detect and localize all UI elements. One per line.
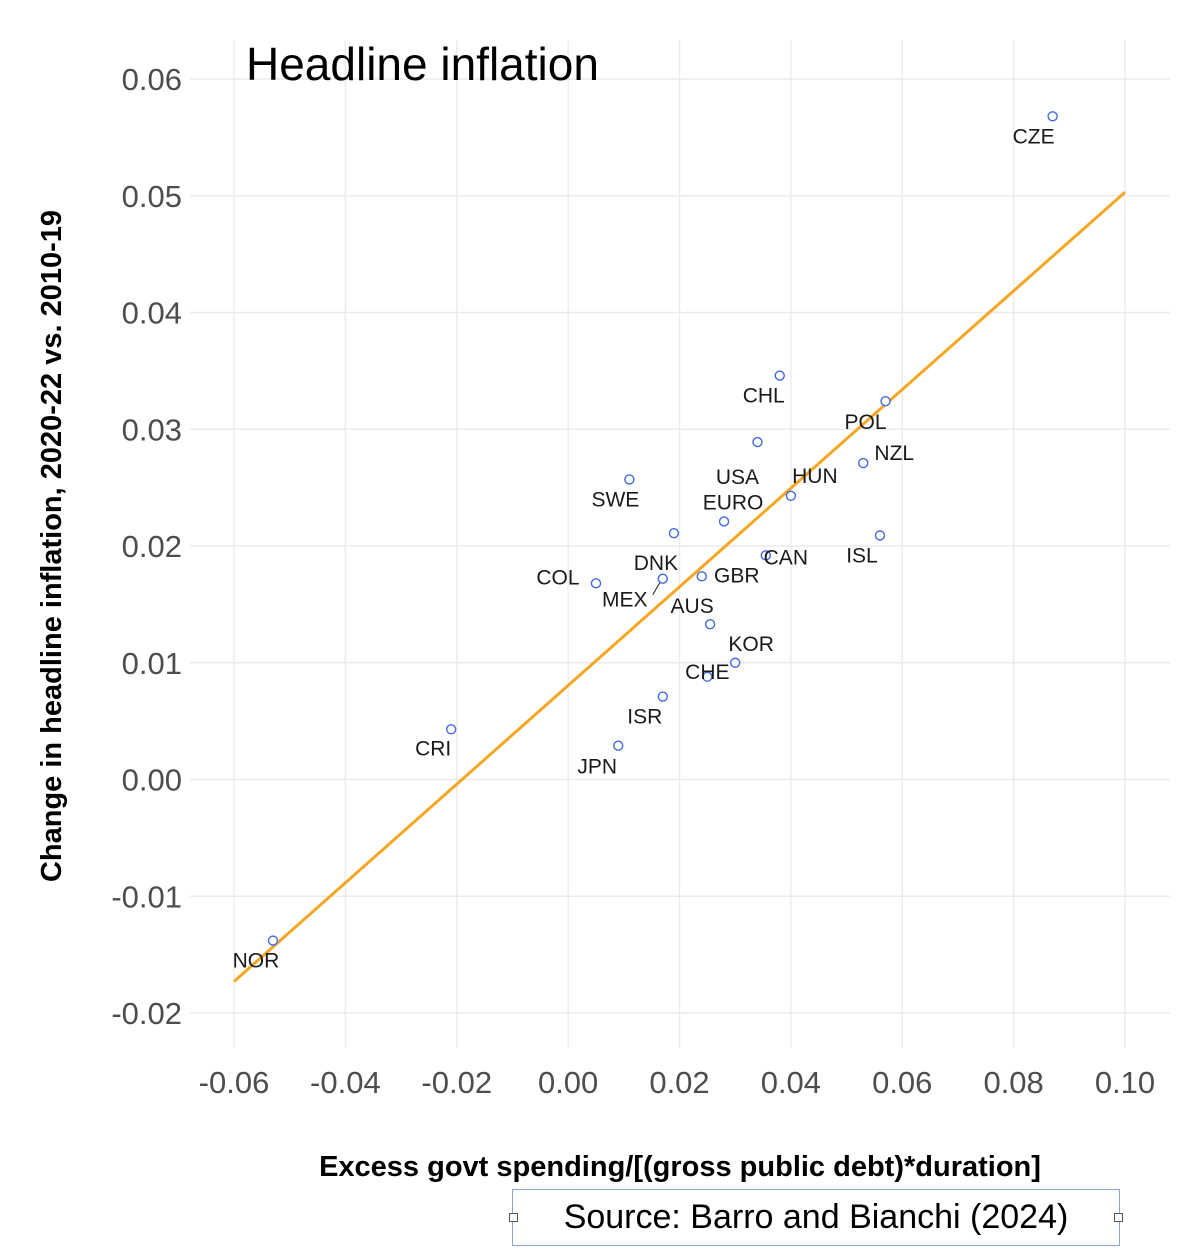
x-tick-label: 0.04 xyxy=(761,1065,821,1100)
y-tick-label: -0.02 xyxy=(111,996,182,1031)
label-aus: AUS xyxy=(671,595,714,618)
y-tick-label: 0.05 xyxy=(122,179,182,214)
label-nor: NOR xyxy=(233,950,280,973)
label-isr: ISR xyxy=(627,706,662,729)
point-cri xyxy=(445,724,457,735)
chart-title: Headline inflation xyxy=(246,38,599,90)
point-che xyxy=(702,671,713,682)
point-isr xyxy=(657,691,668,702)
point-isl xyxy=(874,530,886,541)
point-pol xyxy=(880,396,891,407)
label-col: COL xyxy=(536,566,579,589)
point-nor xyxy=(267,935,279,946)
y-tick-label: 0.01 xyxy=(122,646,182,681)
label-che: CHE xyxy=(685,661,729,684)
point-usa xyxy=(752,436,763,448)
source-text: Source: Barro and Bianchi (2024) xyxy=(563,1198,1069,1236)
label-chl: CHL xyxy=(743,385,785,408)
regression-line xyxy=(233,191,1126,983)
y-tick-label: 0.00 xyxy=(122,763,182,798)
label-mex: MEX xyxy=(602,589,648,612)
resize-handle-right[interactable] xyxy=(1114,1213,1123,1222)
source-note: Source: Barro and Bianchi (2024) xyxy=(509,1189,1123,1246)
x-tick-label: 0.00 xyxy=(538,1065,598,1100)
label-isl: ISL xyxy=(846,544,878,567)
y-tick-label: 0.06 xyxy=(122,62,182,97)
label-dnk: DNK xyxy=(634,552,678,575)
x-tick-label: 0.06 xyxy=(872,1065,932,1100)
label-hun: HUN xyxy=(792,465,838,488)
point-nzl xyxy=(858,457,869,469)
label-usa: USA xyxy=(716,466,759,489)
point-jpn xyxy=(613,740,624,751)
point-chl xyxy=(774,370,785,381)
label-leaders xyxy=(652,582,661,595)
label-pol: POL xyxy=(845,411,887,434)
label-jpn: JPN xyxy=(577,756,617,779)
point-hun xyxy=(785,490,797,501)
point-swe xyxy=(624,474,635,485)
point-can xyxy=(760,550,772,561)
label-can: CAN xyxy=(764,546,808,569)
point-col xyxy=(590,578,602,589)
x-tick-label: 0.10 xyxy=(1095,1065,1155,1100)
y-tick-label: 0.03 xyxy=(122,412,182,447)
label-gbr: GBR xyxy=(714,564,760,587)
y-tick-label: -0.01 xyxy=(111,879,182,914)
y-axis-title: Change in headline inflation, 2020-22 vs… xyxy=(36,210,68,882)
point-euro xyxy=(718,516,730,527)
label-euro: EURO xyxy=(703,491,764,514)
label-cze: CZE xyxy=(1013,125,1055,148)
point-gbr xyxy=(696,571,707,582)
label-kor: KOR xyxy=(728,633,774,656)
point-aus xyxy=(704,619,716,630)
label-cri: CRI xyxy=(415,737,451,760)
resize-handle-left[interactable] xyxy=(509,1213,518,1222)
y-tick-label: 0.02 xyxy=(122,529,182,564)
y-tick-label: 0.04 xyxy=(122,296,182,331)
x-tick-label: -0.02 xyxy=(421,1065,492,1100)
data-points xyxy=(267,111,1058,946)
x-tick-label: 0.02 xyxy=(649,1065,709,1100)
grid xyxy=(190,40,1170,1048)
point-cze xyxy=(1047,111,1058,122)
scatter-chart: -0.06 -0.04 -0.02 0.00 0.02 0.04 0.06 0.08 0.10 -… xyxy=(36,38,1170,1183)
x-tick-label: 0.08 xyxy=(983,1065,1043,1100)
x-tick-label: -0.06 xyxy=(199,1065,270,1100)
point-mex xyxy=(657,573,668,584)
point-kor xyxy=(729,657,741,668)
x-axis-title: Excess govt spending/[(gross public debt… xyxy=(319,1151,1041,1183)
leader-mex xyxy=(652,582,661,595)
label-nzl: NZL xyxy=(874,442,914,465)
point-dnk xyxy=(668,527,680,539)
axis-ticks: -0.06 -0.04 -0.02 0.00 0.02 0.04 0.06 0.08 0.10 -… xyxy=(111,62,1155,1100)
label-swe: SWE xyxy=(591,488,639,511)
x-tick-label: -0.04 xyxy=(310,1065,381,1100)
